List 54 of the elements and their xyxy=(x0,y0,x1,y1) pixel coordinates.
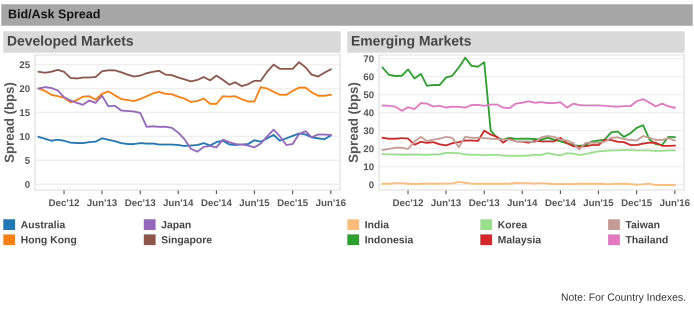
x-tick-label: Dec'13 xyxy=(469,199,500,206)
y-tick-label: 60 xyxy=(364,73,374,80)
x-tick-label: Dec'13 xyxy=(125,199,156,206)
y-tick-label: 0 xyxy=(369,181,374,188)
y-tick-label: 20 xyxy=(20,85,30,92)
x-tick-label: Jun'14 xyxy=(507,199,538,206)
x-tick-label: Dec'14 xyxy=(202,199,232,206)
text: Note: For Country Indexes. xyxy=(562,293,686,303)
legend-label: Malaysia xyxy=(498,236,542,246)
y-tick-label: 10 xyxy=(20,133,30,140)
x-tick-label: Dec'12 xyxy=(49,199,80,206)
y-axis-title: Spread (bps) xyxy=(4,82,17,162)
x-tick-label: Dec'12 xyxy=(393,199,424,206)
y-axis-title: Spread (bps) xyxy=(348,82,361,162)
y-tick-label: 30 xyxy=(364,127,374,134)
legend-label: India xyxy=(365,220,390,228)
legend-label: Hong Kong xyxy=(21,236,76,246)
line-series xyxy=(382,130,676,148)
legend-label: Indonesia xyxy=(365,236,414,244)
legend-label: Taiwan xyxy=(626,220,660,228)
line-series xyxy=(38,86,332,153)
x-tick-label: Jun'13 xyxy=(86,199,117,206)
legend-label: Thailand xyxy=(626,236,668,244)
x-tick-label: Jun'15 xyxy=(239,199,270,206)
x-tick-label: Jun'14 xyxy=(163,199,194,206)
y-tick-label: 40 xyxy=(363,109,374,116)
legend-label: Korea xyxy=(498,221,528,228)
line-series xyxy=(382,56,676,147)
y-tick-label: 70 xyxy=(364,55,374,62)
text: Bid/Ask Spread xyxy=(8,9,100,21)
x-tick-label: Dec'15 xyxy=(622,199,652,206)
y-tick-label: 20 xyxy=(364,145,374,152)
x-tick-label: Dec'14 xyxy=(546,199,576,206)
x-tick-label: Dec'15 xyxy=(278,199,308,206)
x-tick-label: Jun'15 xyxy=(583,199,614,206)
y-tick-label: 25 xyxy=(20,61,30,68)
legend-label: Japan xyxy=(161,221,191,230)
line-series xyxy=(382,98,676,112)
chart-title: Emerging Markets xyxy=(352,35,471,49)
x-tick-label: Jun'16 xyxy=(660,199,690,206)
line-series xyxy=(38,132,332,147)
y-tick-label: 15 xyxy=(20,109,30,116)
x-tick-label: Jun'13 xyxy=(430,199,461,206)
line-series xyxy=(38,86,332,105)
legend-label: Singapore xyxy=(161,236,212,246)
x-tick-label: Jun'16 xyxy=(316,199,346,206)
line-series xyxy=(382,135,676,151)
y-tick-label: 0 xyxy=(25,180,30,188)
y-tick-label: 5 xyxy=(25,157,30,164)
chart-title: Developed Markets xyxy=(8,36,134,48)
legend-label: Australia xyxy=(20,220,66,228)
line-series xyxy=(38,61,332,88)
y-tick-label: 10 xyxy=(364,163,374,170)
y-tick-label: 50 xyxy=(364,91,374,98)
